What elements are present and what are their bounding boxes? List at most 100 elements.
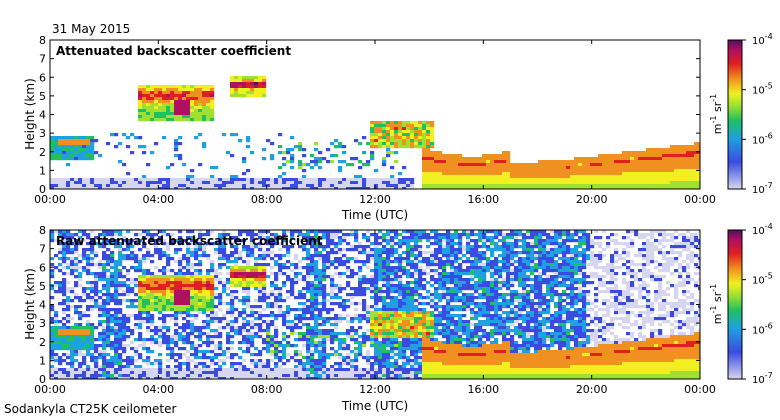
heat-cell [398,269,403,273]
heat-cell [78,236,83,240]
heat-cell [78,157,83,161]
heat-cell [94,242,99,246]
heat-cell [198,287,203,291]
heat-cell [674,178,679,182]
heat-cell [502,163,507,167]
heat-cell [310,272,315,276]
heat-cell [258,359,263,363]
heat-cell [398,239,403,243]
heat-cell [86,257,91,261]
heat-cell [90,263,95,267]
heat-cell [54,359,59,363]
heat-cell [250,272,255,276]
heat-cell [386,275,391,279]
heat-cell [138,91,143,95]
heat-cell [230,305,235,309]
heat-cell [214,368,219,372]
heat-cell [586,187,591,189]
heat-cell [194,329,199,333]
heat-cell [334,242,339,246]
heat-cell [62,154,67,158]
heat-cell [118,142,123,146]
heat-cell [322,347,327,351]
heat-cell [138,178,143,182]
heat-cell [142,341,147,345]
heat-cell [66,136,71,140]
heat-cell [234,178,239,182]
heat-cell [58,178,63,182]
heat-cell [106,290,111,294]
heat-cell [314,254,319,258]
heat-cell [506,154,511,158]
heat-cell [206,112,211,116]
heat-cell [678,187,683,189]
heat-cell [150,103,155,107]
heat-cell [182,109,187,113]
heat-cell [278,145,283,149]
heat-cell [290,287,295,291]
heat-cell [386,151,391,155]
heat-cell [118,353,123,357]
heat-cell [322,317,327,321]
heat-cell [366,184,371,188]
heat-cell [126,371,131,375]
heat-cell [306,311,311,315]
heat-cell [102,178,107,182]
heat-cell [170,293,175,297]
heat-cell [174,287,179,291]
heat-cell [314,242,319,246]
heat-cell [114,230,119,234]
heat-cell [314,350,319,354]
heat-cell [638,166,643,170]
heat-cell [686,157,691,161]
heat-cell [198,281,203,285]
heat-cell [306,353,311,357]
heat-cell [206,377,211,379]
heat-cell [246,287,251,291]
heat-cell [114,320,119,324]
heat-cell [190,103,195,107]
heat-cell [350,272,355,276]
heat-cell [314,278,319,282]
heat-cell [326,311,331,315]
heat-cell [242,368,247,372]
heat-cell [58,257,63,261]
heat-cell [62,148,67,152]
heat-cell [138,257,143,261]
heat-cell [350,269,355,273]
heat-cell [206,85,211,89]
heat-cell [382,374,387,378]
heat-cell [158,91,163,95]
heat-cell [246,269,251,273]
heat-cell [494,157,499,161]
heat-cell [278,184,283,188]
heat-cell [378,230,383,234]
heat-cell [142,287,147,291]
heat-cell [126,284,131,288]
heat-cell [218,187,223,189]
heat-cell [398,323,403,327]
heat-cell [338,377,343,379]
heat-cell [374,308,379,312]
heat-cell [274,335,279,339]
heat-cell [130,281,135,285]
heat-cell [666,172,671,176]
heat-cell [282,311,287,315]
heat-cell [374,233,379,237]
heat-cell [126,305,131,309]
heat-cell [250,275,255,279]
heat-cell [694,142,699,146]
heat-cell [166,109,171,113]
heat-cell [154,251,159,255]
heat-cell [374,335,379,339]
heat-cell [70,290,75,294]
heat-cell [102,275,107,279]
heat-cell [234,82,239,86]
heat-cell [170,91,175,95]
heat-cell [338,314,343,318]
heat-cell [70,142,75,146]
heat-cell [62,181,67,185]
heat-cell [298,293,303,297]
heat-cell [202,85,207,89]
heat-cell [182,112,187,116]
